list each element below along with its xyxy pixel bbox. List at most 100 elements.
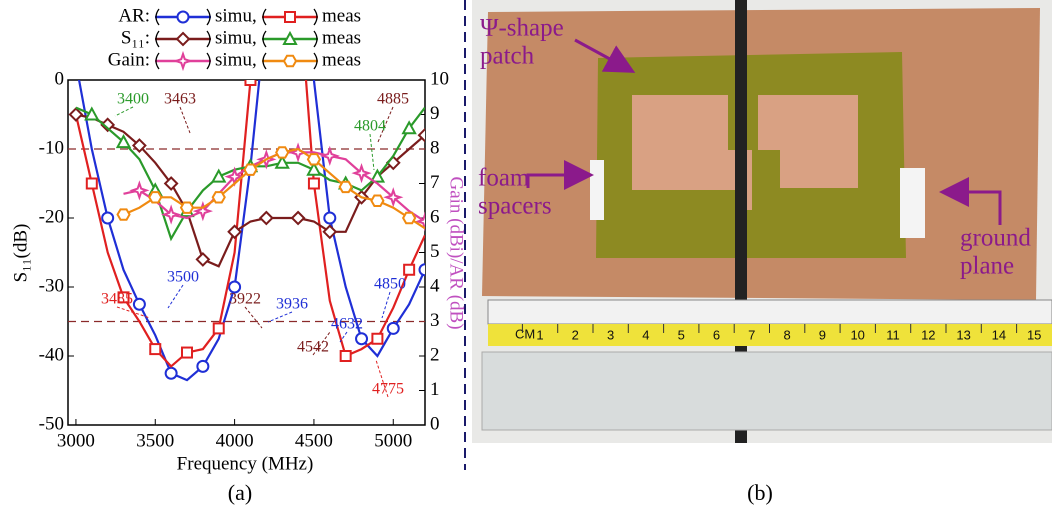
annotation: 3485 <box>101 291 133 308</box>
foam-spacer <box>590 160 604 220</box>
data-point <box>340 182 352 192</box>
legend-group-label: Gain: <box>108 49 150 70</box>
y2-tick-label: 10 <box>430 68 449 89</box>
y2-tick-label: 8 <box>430 137 440 158</box>
legend-group-label: AR: <box>118 5 150 26</box>
data-point <box>229 226 241 238</box>
legend-label: meas <box>322 49 361 70</box>
annotation-arrow <box>245 307 262 328</box>
data-point <box>341 351 351 361</box>
foam-spacer <box>900 168 925 238</box>
data-point <box>182 348 192 358</box>
ruler-top <box>488 300 1052 324</box>
photo-label: ground <box>960 225 1031 252</box>
data-point <box>102 213 113 224</box>
panel-label: (a) <box>228 480 252 505</box>
ruler-number: 13 <box>956 327 970 342</box>
annotation: 4542 <box>297 339 329 356</box>
legend-label: simu, <box>215 27 257 48</box>
legend-marker <box>177 33 189 45</box>
photo-label: plane <box>960 253 1014 280</box>
x-tick-label: 5000 <box>374 430 412 451</box>
annotation: 4775 <box>372 381 404 398</box>
data-point <box>245 75 255 85</box>
y2-tick-label: 4 <box>430 275 440 296</box>
y2-tick-label: 1 <box>430 379 440 400</box>
legend-marker <box>176 54 190 68</box>
photo: CM Ψ-shapepatchfoamspacersgroundplane123… <box>472 0 1052 443</box>
photo-label: patch <box>480 43 535 70</box>
legend-marker <box>178 12 189 23</box>
data-point <box>261 6 272 17</box>
ruler-number: 4 <box>642 327 649 342</box>
x-tick-label: 3500 <box>136 430 174 451</box>
y-tick-label: -10 <box>39 137 64 158</box>
annotation: 4885 <box>377 91 409 108</box>
data-point <box>324 213 335 224</box>
y2-tick-label: 9 <box>430 103 440 124</box>
y-tick-label: -20 <box>39 206 64 227</box>
annotation-arrow <box>370 134 374 170</box>
y2-tick-label: 0 <box>430 413 440 434</box>
annotation-arrow <box>168 285 183 308</box>
photo-label: foam <box>478 165 530 192</box>
data-point <box>420 264 431 275</box>
annotation: 4632 <box>331 316 363 333</box>
legend-marker <box>285 12 295 22</box>
ruler-unit: CM <box>515 326 535 341</box>
data-point <box>149 192 161 202</box>
data-point <box>403 213 415 223</box>
data-point <box>213 171 225 182</box>
y2-tick-label: 7 <box>430 172 440 193</box>
annotation: 3936 <box>276 296 308 313</box>
legend-marker <box>284 56 296 66</box>
annotation-arrow <box>180 107 190 133</box>
legend-label: simu, <box>215 49 257 70</box>
data-point <box>260 212 272 224</box>
y2-tick-label: 2 <box>430 344 440 365</box>
data-point <box>276 147 288 157</box>
photo-label: Ψ-shape <box>480 15 564 42</box>
annotation: 3500 <box>167 269 199 286</box>
x-tick-label: 4500 <box>295 430 333 451</box>
data-point <box>132 183 146 197</box>
data-point <box>214 323 224 333</box>
data-point <box>371 196 383 206</box>
data-point <box>308 154 320 164</box>
annotation: 4850 <box>374 276 406 293</box>
y-tick-label: -30 <box>39 275 64 296</box>
data-point <box>87 179 97 189</box>
panel-label: (b) <box>747 480 773 505</box>
data-point <box>372 334 382 344</box>
figure: CM Ψ-shapepatch foamspacers groundplane 1 2 3… <box>0 0 1052 513</box>
data-point <box>86 109 98 120</box>
ruler-number: 9 <box>819 327 826 342</box>
photo-label: spacers <box>478 193 552 220</box>
ruler-number: 7 <box>748 327 755 342</box>
annotation: 3463 <box>164 91 196 108</box>
legend-label: meas <box>322 27 361 48</box>
y-tick-label: 0 <box>55 68 65 89</box>
ruler-number: 2 <box>572 327 579 342</box>
data-point <box>404 265 414 275</box>
data-point <box>356 333 367 344</box>
y2-tick-label: 6 <box>430 206 440 227</box>
clear-ruler <box>482 352 1052 430</box>
data-point <box>150 344 160 354</box>
data-point <box>388 323 399 334</box>
annotation: 3400 <box>117 91 149 108</box>
data-point <box>118 209 130 219</box>
data-point <box>181 202 193 212</box>
y-axis-title: S₁₁(dB) <box>10 224 31 283</box>
ruler-number: 1 <box>536 327 543 342</box>
annotation: 4804 <box>354 118 386 135</box>
legend-label: simu, <box>215 5 257 26</box>
y2-axis-title: Gain (dBi)/AR (dB) <box>446 176 467 329</box>
ruler-number: 14 <box>992 327 1006 342</box>
y-tick-label: -50 <box>39 413 64 434</box>
series-line <box>76 115 425 267</box>
y2-tick-label: 5 <box>430 241 440 262</box>
data-point <box>309 179 319 189</box>
ruler-number: 15 <box>1027 327 1041 342</box>
y-tick-label: -40 <box>39 344 64 365</box>
